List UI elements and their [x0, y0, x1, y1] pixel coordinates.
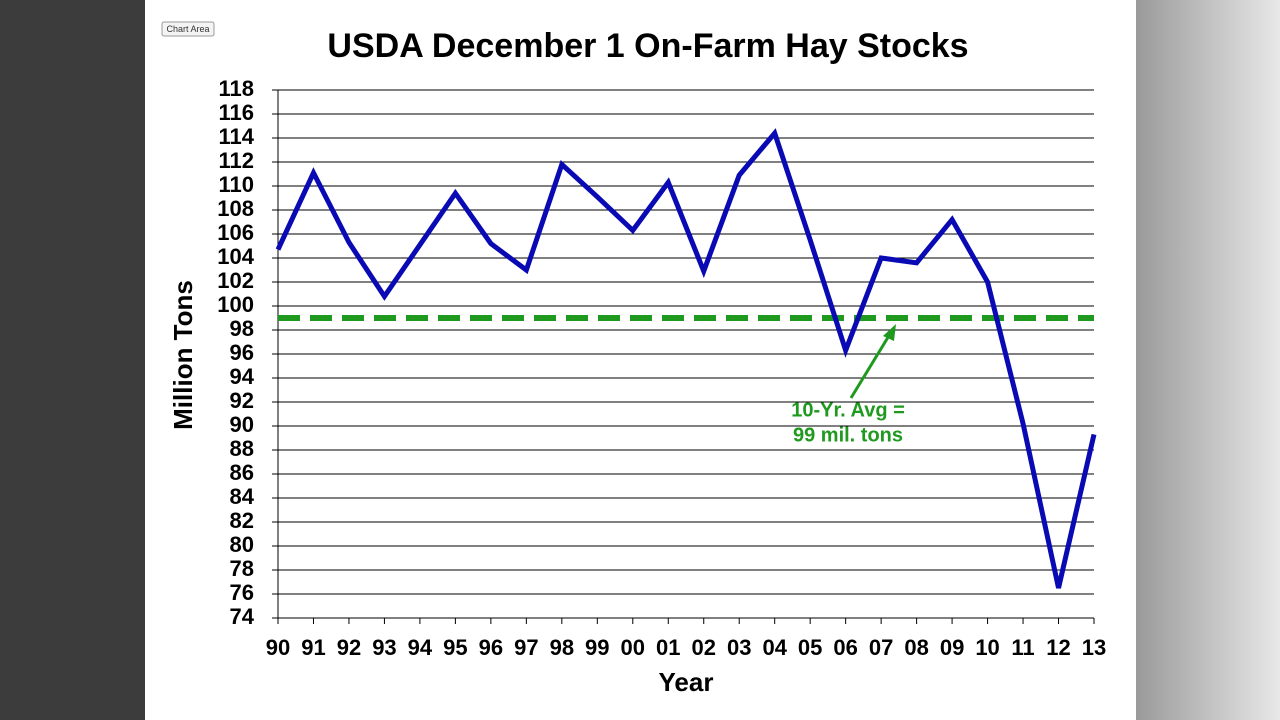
- x-tick-label: 02: [691, 635, 715, 660]
- x-tick-label: 03: [727, 635, 751, 660]
- x-tick-label: 13: [1082, 635, 1106, 660]
- x-tick-label: 08: [904, 635, 928, 660]
- y-tick-label: 100: [217, 292, 254, 317]
- y-tick-label: 116: [219, 100, 255, 125]
- x-tick-label: 99: [585, 635, 609, 660]
- chart-area-tag: [161, 21, 215, 37]
- annotation-arrow: [849, 333, 892, 399]
- x-tick-label: 04: [762, 635, 787, 660]
- y-tick-label: 78: [230, 556, 254, 581]
- x-tick-label: 96: [479, 635, 503, 660]
- x-tick-label: 12: [1046, 635, 1070, 660]
- y-axis-label: Million Tons: [168, 280, 198, 430]
- y-tick-label: 104: [217, 244, 254, 269]
- y-tick-label: 110: [219, 172, 255, 197]
- data-line: [275, 128, 1097, 589]
- y-tick-label: 118: [219, 76, 255, 101]
- x-tick-label: 94: [408, 635, 433, 660]
- x-tick-label: 09: [940, 635, 964, 660]
- x-tick-label: 91: [301, 635, 325, 660]
- x-tick-label: 92: [337, 635, 361, 660]
- annotation-arrowhead: [883, 324, 896, 341]
- annotation: 99 mil. tons: [793, 424, 903, 446]
- y-tick-label: 84: [230, 484, 255, 509]
- y-tick-label: 76: [230, 580, 254, 605]
- y-tick-label: 86: [230, 460, 254, 485]
- x-tick-label: 93: [372, 635, 396, 660]
- x-tick-label: 01: [656, 635, 680, 660]
- y-tick-label: 114: [219, 124, 255, 149]
- annotation: 10-Yr. Avg =: [791, 399, 905, 421]
- y-tick-label: 98: [230, 316, 254, 341]
- y-tick-label: 94: [230, 364, 255, 389]
- y-tick-label: 108: [217, 196, 254, 221]
- x-tick-label: 00: [621, 635, 645, 660]
- x-tick-label: 97: [514, 635, 538, 660]
- y-tick-label: 74: [230, 604, 255, 629]
- y-tick-label: 106: [217, 220, 254, 245]
- x-tick-label: 06: [833, 635, 857, 660]
- y-tick-label: 102: [217, 268, 254, 293]
- y-tick-label: 80: [230, 532, 254, 557]
- x-tick-label: 98: [550, 635, 574, 660]
- y-tick-label: 82: [230, 508, 254, 533]
- y-tick-label: 90: [230, 412, 254, 437]
- x-tick-label: 90: [266, 635, 290, 660]
- x-axis-label: Year: [659, 667, 714, 697]
- x-tick-label: 07: [869, 635, 893, 660]
- y-tick-label: 92: [230, 388, 254, 413]
- chart-title: USDA December 1 On-Farm Hay Stocks: [327, 27, 968, 65]
- y-tick-label: 88: [230, 436, 254, 461]
- y-tick-label: 96: [230, 340, 254, 365]
- y-tick-label: 112: [219, 148, 255, 173]
- x-tick-label: 11: [1011, 635, 1034, 660]
- x-tick-label: 95: [443, 635, 467, 660]
- chart-area-label: Chart Area: [166, 24, 209, 34]
- x-tick-label: 05: [798, 635, 822, 660]
- x-tick-label: 10: [975, 635, 999, 660]
